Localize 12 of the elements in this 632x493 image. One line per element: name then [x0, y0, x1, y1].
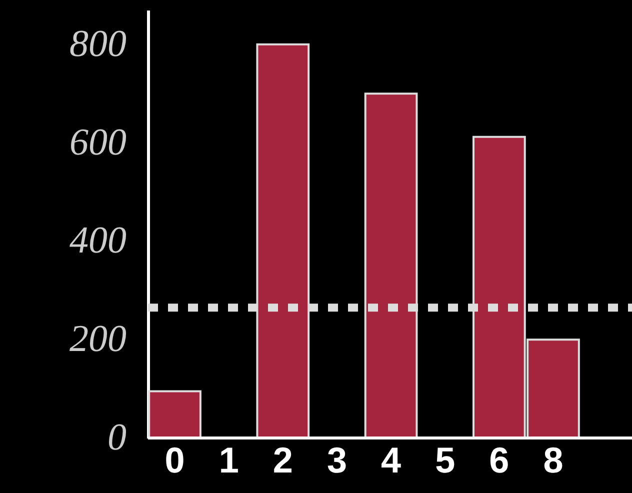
x-tick-label: 0 [164, 440, 185, 480]
x-tick-label: 5 [435, 440, 456, 480]
x-tick-label: 8 [543, 440, 564, 480]
x-tick-label: 3 [326, 440, 347, 480]
x-tick-label: 1 [218, 440, 239, 480]
x-tick-label: 6 [489, 440, 510, 480]
y-tick-label: 200 [70, 318, 126, 360]
y-tick-label: 600 [70, 121, 126, 164]
y-tick-label: 400 [70, 220, 126, 262]
x-tick-label: 4 [381, 440, 402, 480]
x-tick-label: 2 [272, 440, 293, 480]
y-tick-label: 800 [70, 22, 126, 65]
